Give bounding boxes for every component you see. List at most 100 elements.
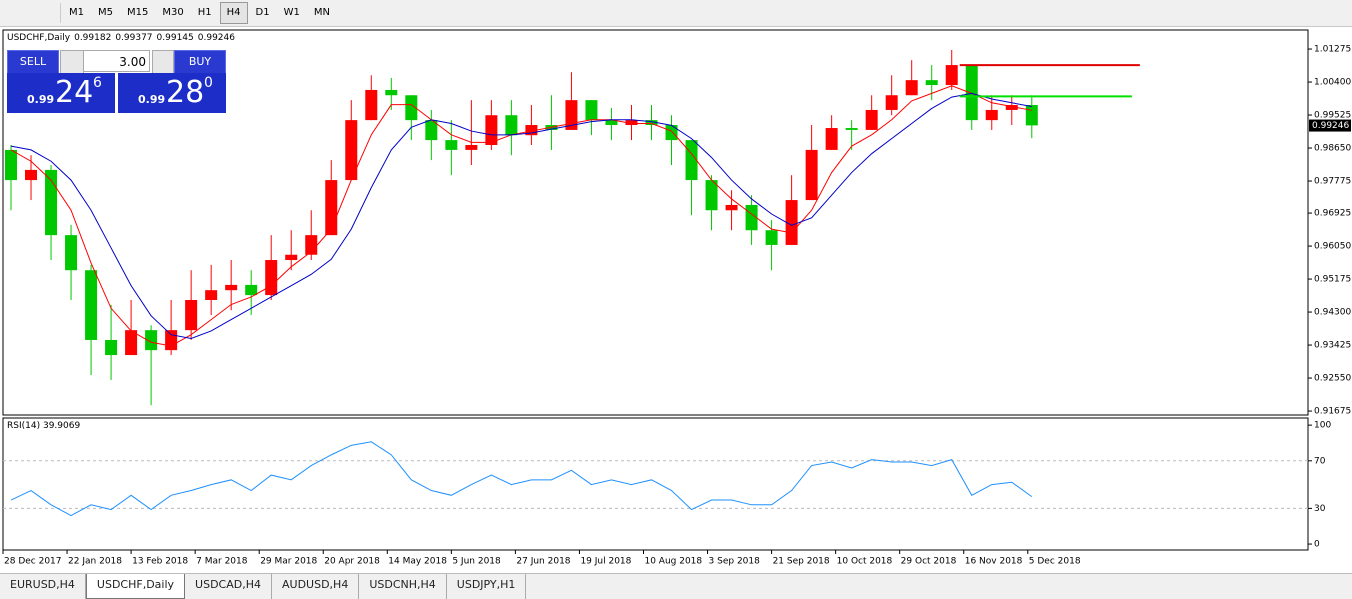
rsi-title: RSI(14) (7, 421, 40, 431)
timeframe-button[interactable]: M30 (156, 3, 189, 23)
tools[interactable] (0, 3, 61, 23)
toolbar: M1M5M15M30H1H4D1W1MN (0, 0, 1352, 27)
x-tick-label: 28 Dec 2017 (4, 557, 62, 567)
candle-body (726, 205, 738, 210)
rsi-frame (3, 418, 1308, 550)
symbol: USDCHF,Daily (7, 33, 70, 43)
ask-frac: 0 (204, 75, 213, 91)
x-tick-label: 13 Feb 2018 (132, 557, 188, 567)
chart-tab[interactable]: USDCNH,H4 (359, 574, 446, 599)
candle-body (886, 95, 898, 110)
ask-pips: 28 (166, 75, 204, 110)
x-tick-label: 20 Apr 2018 (324, 557, 380, 567)
buy-button[interactable]: BUY (174, 50, 226, 74)
y-tick-label: 0.94300 (1314, 308, 1351, 318)
timeframe-button[interactable]: M15 (121, 3, 154, 23)
y-tick-label: 0.93425 (1314, 341, 1351, 351)
y-tick-label: 0.96050 (1314, 242, 1351, 252)
timeframe-button[interactable]: M1 (63, 3, 90, 23)
x-tick-label: 16 Nov 2018 (965, 557, 1023, 567)
timeframe-button[interactable]: H4 (220, 2, 248, 24)
candle-body (65, 235, 77, 270)
lot-size[interactable]: 3.00 (83, 50, 150, 72)
candle-body (946, 65, 958, 85)
candle-body (966, 65, 978, 120)
ask-big: 0.99 (138, 93, 165, 106)
chart-tab[interactable]: USDJPY,H1 (447, 574, 527, 599)
y-tick-label: 30 (1314, 504, 1326, 514)
candle-body (666, 125, 678, 140)
timeframe-button[interactable]: M5 (92, 3, 119, 23)
chart-header: USDCHF,Daily0.991820.993770.991450.99246 (7, 33, 239, 43)
y-tick-label: 0.97775 (1314, 177, 1351, 187)
candle-body (866, 110, 878, 130)
candle-body (846, 128, 858, 130)
lot-down[interactable] (60, 50, 84, 74)
x-tick-label: 29 Oct 2018 (901, 557, 957, 567)
x-tick-label: 14 May 2018 (388, 557, 447, 567)
ask-quote[interactable]: 0.99280 (118, 73, 226, 113)
chart-tab[interactable]: AUDUSD,H4 (272, 574, 359, 599)
trade-panel: SELL 3.00 BUY 0.99246 0.99280 (7, 50, 226, 113)
candle-body (365, 90, 377, 120)
candle-body (85, 270, 97, 340)
chart-tab[interactable]: USDCHF,Daily (86, 574, 185, 599)
x-tick-label: 21 Sep 2018 (773, 557, 830, 567)
candle-body (1026, 105, 1038, 125)
candle-body (806, 150, 818, 200)
candle-body (285, 255, 297, 260)
y-tick-label: 1.00400 (1314, 78, 1351, 88)
timeframe-button[interactable]: MN (308, 3, 336, 23)
x-tick-label: 5 Jun 2018 (452, 557, 501, 567)
ohlc: 0.99377 (115, 33, 152, 43)
x-tick-label: 27 Jun 2018 (516, 557, 570, 567)
x-tick-label: 10 Aug 2018 (644, 557, 702, 567)
lot-up[interactable] (152, 50, 174, 74)
candle-body (225, 285, 237, 290)
bid-quote[interactable]: 0.99246 (7, 73, 115, 113)
y-tick-label: 0.96925 (1314, 209, 1351, 219)
y-tick-label: 0.95175 (1314, 275, 1351, 285)
last-price-label: 0.99246 (1312, 121, 1349, 131)
sell-button[interactable]: SELL (7, 50, 59, 74)
y-tick-label: 100 (1314, 421, 1331, 431)
x-tick-label: 10 Oct 2018 (837, 557, 893, 567)
candle-body (5, 150, 17, 180)
candle-body (505, 115, 517, 135)
x-tick-label: 7 Mar 2018 (196, 557, 248, 567)
y-tick-label: 0.92550 (1314, 374, 1351, 384)
candle-body (265, 260, 277, 295)
candle-body (205, 290, 217, 300)
y-tick-label: 70 (1314, 456, 1326, 466)
candle-body (245, 285, 257, 295)
candle-body (826, 128, 838, 150)
x-tick-label: 22 Jan 2018 (68, 557, 122, 567)
chart-tab[interactable]: USDCAD,H4 (185, 574, 272, 599)
timeframe-button[interactable]: D1 (250, 3, 276, 23)
tab-bar: EURUSD,H4USDCHF,DailyUSDCAD,H4AUDUSD,H4U… (0, 573, 1352, 599)
timeframe-button[interactable]: W1 (278, 3, 306, 23)
candle-body (385, 90, 397, 95)
candle-body (686, 140, 698, 180)
candle-body (766, 230, 778, 245)
candle-body (906, 80, 918, 95)
candle-body (125, 330, 137, 355)
rsi-header: RSI(14) 39.9069 (7, 421, 80, 431)
y-tick-label: 0.98650 (1314, 144, 1351, 154)
chart-tab[interactable]: EURUSD,H4 (0, 574, 86, 599)
bid-big: 0.99 (27, 93, 54, 106)
candle-body (105, 340, 117, 355)
timeframe-button[interactable]: H1 (192, 3, 218, 23)
ohlc: 0.99246 (198, 33, 235, 43)
bid-frac: 6 (93, 75, 102, 91)
ohlc: 0.99182 (74, 33, 111, 43)
x-tick-label: 19 Jul 2018 (580, 557, 631, 567)
bid-pips: 24 (55, 75, 93, 110)
candle-body (185, 300, 197, 330)
y-tick-label: 1.01275 (1314, 45, 1351, 55)
x-tick-label: 5 Dec 2018 (1029, 557, 1081, 567)
rsi-value: 39.9069 (43, 421, 80, 431)
y-tick-label: 0.99525 (1314, 111, 1351, 121)
candle-body (585, 100, 597, 120)
